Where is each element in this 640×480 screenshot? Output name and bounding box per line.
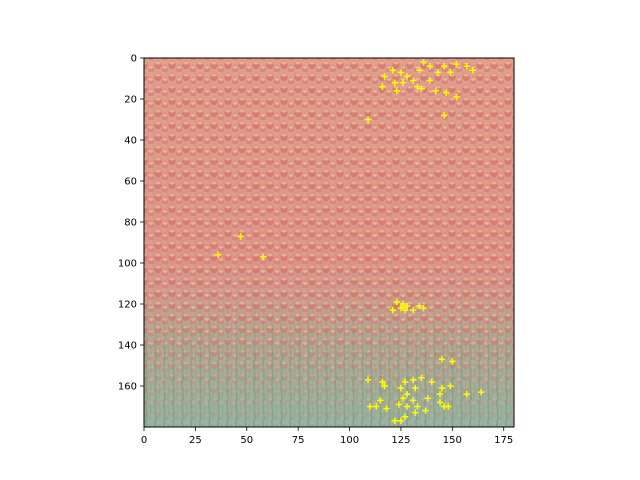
- scatter-point: [397, 304, 405, 312]
- scatter-point: [436, 399, 444, 406]
- scatter-point: [364, 116, 372, 123]
- scatter-point: [426, 63, 433, 70]
- scatter-point: [410, 306, 417, 314]
- scatter-point: [440, 63, 448, 70]
- scatter-point: [377, 397, 384, 404]
- scatter-point: [420, 304, 427, 312]
- scatter-point: [426, 77, 433, 84]
- scatter-markers: [214, 58, 485, 425]
- scatter-point: [412, 409, 419, 416]
- x-axis: 0 25 50 75 100 125 150 175: [141, 427, 513, 446]
- scatter-point: [401, 306, 409, 314]
- y-tick-label: 0: [131, 54, 137, 65]
- x-tick-label: 175: [494, 435, 513, 446]
- scatter-point: [401, 378, 409, 386]
- scatter-point: [453, 60, 460, 68]
- scatter-point: [397, 384, 405, 392]
- scatter-point: [428, 378, 435, 386]
- scatter-point: [445, 403, 452, 410]
- scatter-point: [397, 417, 405, 425]
- scatter-point: [393, 298, 401, 306]
- scatter-point: [436, 391, 444, 398]
- scatter-point: [399, 79, 407, 86]
- y-tick-label: 60: [124, 177, 137, 188]
- x-tick-label: 125: [391, 435, 410, 446]
- y-tick-label: 140: [118, 341, 137, 352]
- scatter-point: [434, 69, 442, 76]
- scatter-point: [410, 376, 417, 384]
- y-axis: 0 20 40 60 80 100 120 140 160: [118, 54, 144, 393]
- scatter-point: [424, 395, 431, 402]
- scatter-point: [389, 67, 396, 74]
- scatter-point: [391, 79, 398, 86]
- x-tick-label: 75: [292, 435, 305, 446]
- scatter-point: [477, 388, 485, 396]
- scatter-point: [414, 83, 421, 90]
- scatter-point: [438, 384, 446, 392]
- scatter-point: [393, 87, 401, 94]
- scatter-point: [463, 63, 470, 70]
- scatter-point: [403, 73, 411, 80]
- scatter-point: [447, 382, 454, 390]
- y-tick-label: 100: [118, 259, 137, 270]
- scatter-point: [381, 382, 388, 390]
- scatter-point: [418, 85, 425, 92]
- x-tick-label: 25: [189, 435, 202, 446]
- scatter-point: [214, 251, 222, 258]
- scatter-point: [469, 67, 477, 74]
- scatter-point: [237, 233, 244, 240]
- scatter-point: [416, 302, 423, 310]
- scatter-point: [379, 378, 386, 386]
- scatter-point: [440, 112, 448, 119]
- scatter-point: [422, 407, 429, 414]
- scatter-point: [438, 356, 446, 363]
- scatter-point: [410, 77, 417, 84]
- scatter-point: [383, 405, 390, 412]
- scatter-point: [397, 69, 405, 76]
- scatter-point: [414, 403, 421, 410]
- scatter-point: [401, 413, 409, 420]
- scatter-point: [399, 395, 407, 402]
- scatter-point: [381, 73, 388, 80]
- scatter-point: [379, 83, 386, 90]
- plot-frame: [143, 57, 515, 428]
- scatter-point: [410, 397, 417, 404]
- y-tick-label: 20: [124, 95, 137, 106]
- scatter-point: [453, 93, 460, 101]
- y-tick-label: 80: [124, 218, 137, 229]
- scatter-point: [447, 69, 454, 76]
- scatter-point: [364, 376, 372, 384]
- x-tick-label: 150: [443, 435, 462, 446]
- scatter-point: [432, 87, 440, 94]
- y-tick-label: 40: [124, 136, 137, 147]
- scatter-point: [420, 58, 427, 66]
- scatter-point: [418, 374, 425, 381]
- y-tick-label: 120: [118, 300, 137, 311]
- x-tick-label: 0: [141, 435, 147, 446]
- scatter-point: [403, 302, 411, 310]
- scatter-point: [403, 403, 411, 410]
- background-image: [144, 58, 514, 427]
- x-tick-label: 50: [240, 435, 253, 446]
- scatter-point: [449, 358, 456, 365]
- x-tick-label: 100: [340, 435, 359, 446]
- scatter-point: [260, 253, 267, 261]
- scatter-point: [403, 391, 411, 398]
- scatter-point: [373, 403, 380, 410]
- scatter-point: [389, 306, 396, 314]
- scatter-point: [463, 391, 470, 398]
- scatter-point: [366, 403, 374, 410]
- y-tick-label: 160: [118, 382, 137, 393]
- scatter-point: [391, 417, 398, 425]
- scatter-point: [395, 401, 403, 408]
- scatter-point: [412, 384, 419, 392]
- scatter-point: [416, 67, 423, 74]
- scatter-point: [399, 300, 407, 308]
- scatter-point: [442, 89, 450, 97]
